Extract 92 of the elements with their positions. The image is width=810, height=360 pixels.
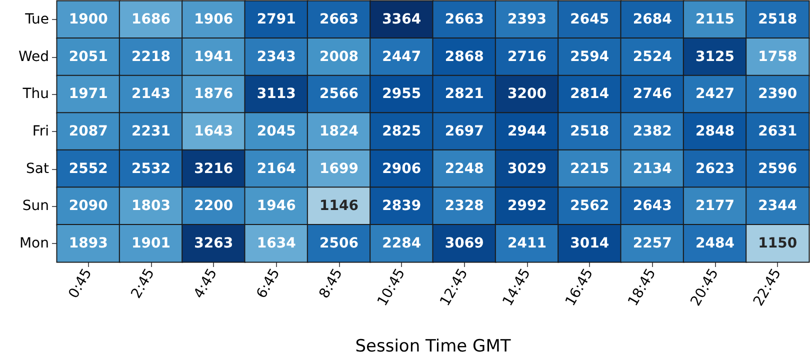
data-label: 2643 <box>632 198 672 214</box>
data-label: 3216 <box>194 160 234 177</box>
data-label: 2051 <box>68 48 108 65</box>
data-label: 2697 <box>444 124 484 140</box>
y-tick-label: Sun <box>22 198 49 214</box>
data-label: 2594 <box>570 48 610 65</box>
data-label: 3014 <box>570 235 610 252</box>
data-label: 2645 <box>570 12 610 28</box>
data-label: 2839 <box>382 198 422 214</box>
data-label: 2411 <box>508 235 546 252</box>
data-label: 1699 <box>320 160 358 177</box>
y-tick-label: Sat <box>26 160 50 177</box>
data-label: 3113 <box>256 86 296 102</box>
data-label: 1941 <box>194 48 234 65</box>
data-label: 2248 <box>444 160 484 177</box>
data-label: 3263 <box>194 235 234 252</box>
data-label: 1803 <box>132 198 170 214</box>
data-label: 2532 <box>132 160 170 177</box>
data-label: 2518 <box>758 12 798 28</box>
data-label: 1971 <box>68 86 108 102</box>
data-label: 2848 <box>696 124 734 140</box>
data-label: 2200 <box>194 198 234 214</box>
data-label: 2393 <box>508 12 546 28</box>
data-label: 2164 <box>256 160 296 177</box>
data-label: 1906 <box>194 12 234 28</box>
data-label: 2257 <box>632 235 672 252</box>
data-label: 2328 <box>444 198 484 214</box>
data-label: 2821 <box>444 86 484 102</box>
data-label: 1758 <box>758 48 798 65</box>
y-tick-label: Thu <box>22 86 49 102</box>
data-label: 2218 <box>132 48 170 65</box>
data-label: 3125 <box>696 48 734 65</box>
y-tick-label: Tue <box>24 12 49 28</box>
data-label: 2663 <box>444 12 484 28</box>
data-label: 2791 <box>256 12 296 28</box>
data-label: 2090 <box>68 198 108 214</box>
data-label: 2596 <box>758 160 798 177</box>
data-label: 2562 <box>570 198 610 214</box>
data-label: 1686 <box>132 12 170 28</box>
data-label: 1876 <box>194 86 234 102</box>
data-label: 1150 <box>758 235 798 252</box>
data-label: 2143 <box>132 86 170 102</box>
data-label: 2623 <box>696 160 734 177</box>
data-label: 3069 <box>444 235 484 252</box>
data-label: 2814 <box>570 86 610 102</box>
data-label: 2087 <box>68 124 108 140</box>
data-label: 2344 <box>758 198 798 214</box>
data-label: 2944 <box>508 124 547 140</box>
data-label: 1901 <box>132 235 170 252</box>
data-label: 2008 <box>320 48 358 65</box>
data-label: 2177 <box>696 198 734 214</box>
data-label: 2215 <box>570 160 610 177</box>
data-label: 2447 <box>382 48 422 65</box>
data-label: 2566 <box>320 86 358 102</box>
data-label: 2684 <box>632 12 672 28</box>
data-label: 2231 <box>132 124 170 140</box>
data-label: 2382 <box>632 124 672 140</box>
data-label: 2906 <box>382 160 422 177</box>
data-label: 2134 <box>632 160 672 177</box>
data-label: 2825 <box>382 124 422 140</box>
data-label: 2390 <box>758 86 798 102</box>
data-label: 3364 <box>382 12 422 28</box>
data-label: 2631 <box>758 124 798 140</box>
data-label: 2524 <box>632 48 672 65</box>
data-label: 2115 <box>696 12 734 28</box>
data-label: 2868 <box>444 48 484 65</box>
data-label: 1634 <box>256 235 296 252</box>
y-tick-label: Wed <box>18 48 49 65</box>
data-label: 2992 <box>508 198 546 214</box>
data-label: 2284 <box>382 235 422 252</box>
data-label: 2518 <box>570 124 610 140</box>
data-label: 2343 <box>256 48 296 65</box>
data-label: 1893 <box>68 235 108 252</box>
data-label: 2045 <box>256 124 296 140</box>
data-label: 2663 <box>320 12 358 28</box>
data-label: 1643 <box>194 124 234 140</box>
data-label: 2484 <box>696 235 735 252</box>
data-label: 2427 <box>696 86 734 102</box>
data-label: 2955 <box>382 86 422 102</box>
data-label: 1900 <box>68 12 108 28</box>
y-tick-label: Fri <box>32 124 49 140</box>
data-label: 1946 <box>256 198 296 214</box>
data-label: 2552 <box>68 160 108 177</box>
data-label: 2506 <box>320 235 358 252</box>
data-label: 3029 <box>508 160 546 177</box>
data-label: 3200 <box>508 86 547 102</box>
x-axis-title: Session Time GMT <box>355 336 512 356</box>
data-label: 1824 <box>320 124 359 140</box>
data-label: 1146 <box>320 198 358 214</box>
data-label: 2746 <box>632 86 672 102</box>
y-tick-label: Mon <box>19 235 49 252</box>
data-label: 2716 <box>508 48 546 65</box>
